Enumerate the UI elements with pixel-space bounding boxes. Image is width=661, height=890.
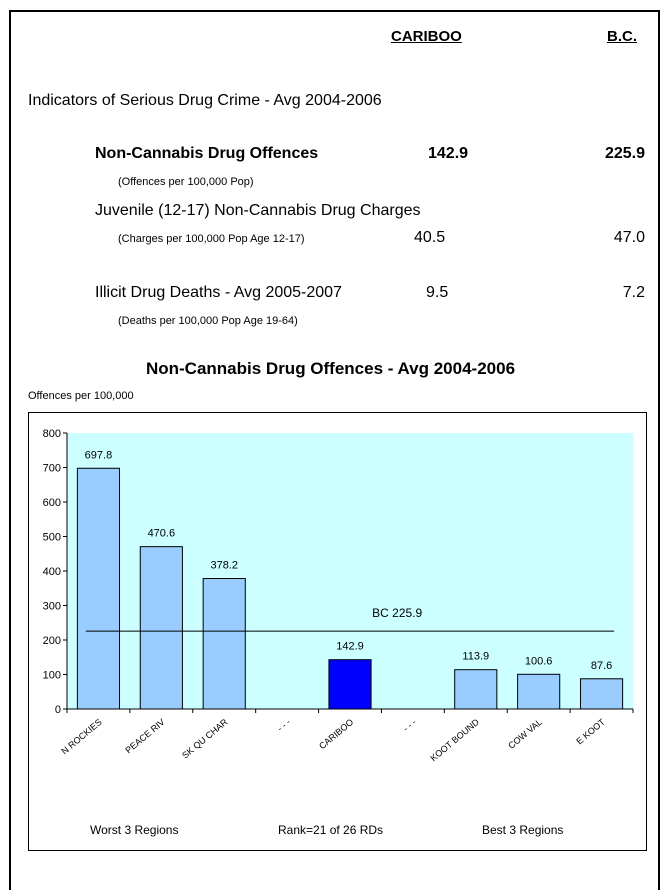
bar [202, 578, 246, 710]
bar-chart: 0 100 200 300 400 500 600 700 800 697.8 470.6 378.… [43, 428, 634, 764]
bars [76, 467, 624, 710]
chart-title: Non-Cannabis Drug Offences - Avg 2004-20… [145, 359, 516, 378]
deaths-bc-value: 7.2 [622, 284, 645, 301]
y-tick-label: 200 [43, 635, 61, 647]
bar [454, 669, 498, 710]
noncannabis-cariboo-value: 142.9 [428, 145, 469, 162]
y-tick-label: 0 [55, 704, 61, 716]
footer-rank: Rank=21 of 26 RDs [278, 823, 384, 837]
y-tick-label: 600 [43, 497, 61, 509]
footer-worst: Worst 3 Regions [90, 823, 179, 837]
page-frame [9, 10, 660, 890]
data-label: 100.6 [525, 655, 553, 667]
x-tick-label: N ROCKIES [59, 717, 103, 756]
data-label: 142.9 [336, 641, 364, 653]
value-labels: 697.8 470.6 378.2 142.9 113.9 100.6 87.6 [85, 449, 613, 672]
deaths-label: Illicit Drug Deaths - Avg 2005-2007 [95, 284, 342, 301]
header-bc: B.C. [607, 28, 637, 45]
data-label: 87.6 [591, 660, 612, 672]
y-tick-label: 800 [43, 428, 61, 440]
footer-best: Best 3 Regions [482, 823, 564, 837]
x-tick-label: - - - [401, 717, 418, 734]
data-label: 470.6 [148, 528, 176, 540]
y-tick-label: 400 [43, 566, 61, 578]
deaths-cariboo-value: 9.5 [426, 284, 449, 301]
chart-box: 0 100 200 300 400 500 600 700 800 697.8 470.6 378.… [28, 412, 647, 851]
bar [139, 546, 183, 710]
section-title: Indicators of Serious Drug Crime - Avg 2… [28, 92, 382, 109]
x-tick-label: PEACE RIV [123, 717, 166, 756]
juvenile-subtitle: (Charges per 100,000 Pop Age 12-17) [118, 233, 305, 245]
juvenile-label: Juvenile (12-17) Non-Cannabis Drug Charg… [95, 202, 421, 219]
bar [76, 467, 121, 710]
bar [579, 678, 624, 710]
noncannabis-bc-value: 225.9 [604, 145, 645, 162]
y-tick-label: 500 [43, 532, 61, 544]
x-tick-labels: N ROCKIES PEACE RIV SK QU CHAR - - - CARIBOO… [59, 717, 607, 764]
y-axis-ticks: 0 100 200 300 400 500 600 700 800 [43, 428, 634, 716]
noncannabis-subtitle: (Offences per 100,000 Pop) [118, 176, 254, 188]
x-tick-label: CARIBOO [317, 717, 355, 751]
bc-reference-label: BC 225.9 [372, 606, 422, 620]
x-tick-label: KOOT BOUND [428, 717, 481, 764]
data-label: 378.2 [210, 560, 238, 572]
y-tick-label: 300 [43, 601, 61, 613]
juvenile-bc-value: 47.0 [613, 229, 645, 246]
deaths-subtitle: (Deaths per 100,000 Pop Age 19-64) [118, 315, 298, 327]
x-tick-label: COW VAL [506, 717, 544, 751]
x-tick-label: SK QU CHAR [180, 717, 230, 761]
chart-ylabel: Offences per 100,000 [28, 390, 134, 402]
bar [517, 673, 561, 710]
reference-line-group: BC 225.9 [85, 606, 615, 632]
noncannabis-label: Non-Cannabis Drug Offences [95, 145, 319, 162]
x-tick-label: - - - [275, 717, 292, 734]
bar [328, 659, 372, 710]
y-tick-label: 100 [43, 670, 61, 682]
header-cariboo: CARIBOO [391, 28, 462, 45]
data-label: 113.9 [462, 651, 489, 663]
juvenile-cariboo-value: 40.5 [414, 229, 446, 246]
data-label: 697.8 [85, 449, 113, 461]
y-tick-label: 700 [43, 463, 61, 475]
x-tick-label: E KOOT [574, 717, 607, 747]
